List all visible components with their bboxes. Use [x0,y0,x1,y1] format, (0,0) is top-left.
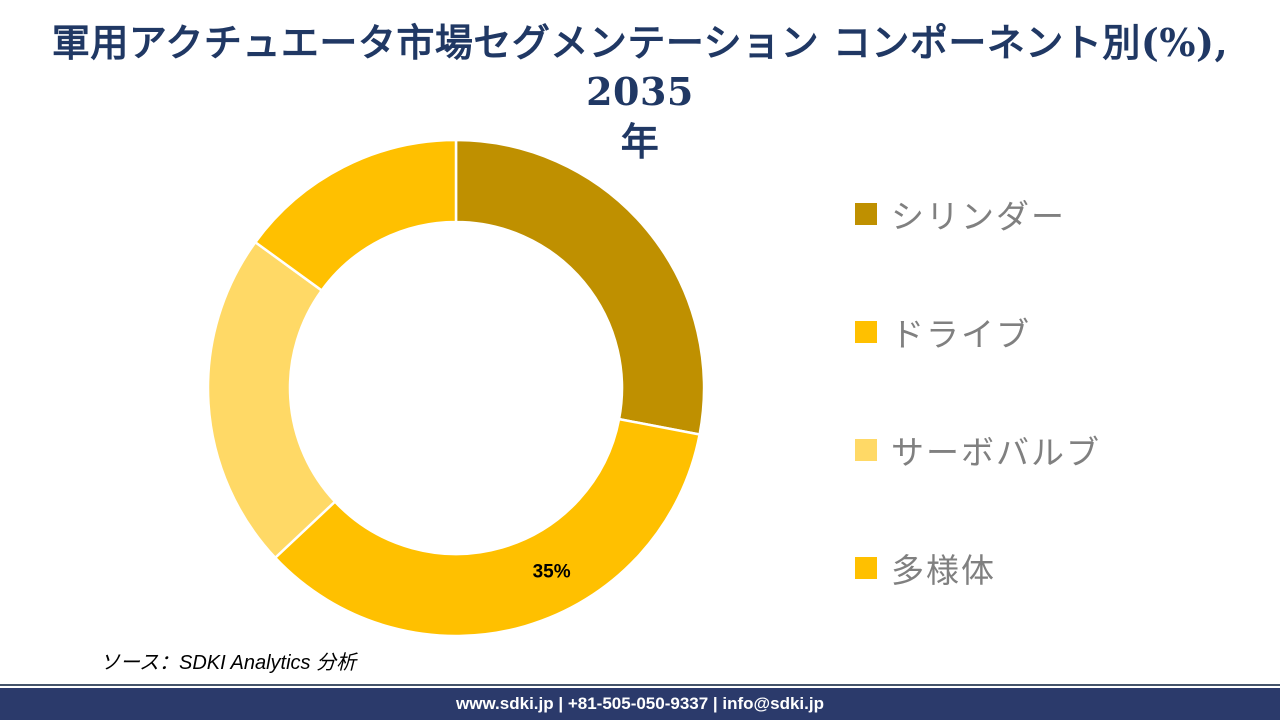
donut-slice-0 [454,138,706,436]
donut-slice-2 [206,240,337,560]
donut-slice-1 [273,417,701,638]
legend-label-cylinder: シリンダー [891,198,1066,235]
source-note: ソース：SDKI Analytics 分析 [100,652,357,674]
chart-title-line2: 年 [620,118,660,164]
footer-contact-text: www.sdki.jp | +81-505-050-9337 | info@sd… [456,694,824,713]
legend-item-drive: ドライブ [855,314,1101,353]
legend-item-servo-valve: サーボバルブ [855,432,1101,471]
legend-label-manifold: 多様体 [891,552,996,589]
chart-title-line1: 軍用アクチュエータ市場セグメンテーション コンポーネント別(%), 2035 [51,20,1229,115]
footer-bar: www.sdki.jp | +81-505-050-9337 | info@sd… [0,688,1280,720]
legend-label-drive: ドライブ [891,316,1031,353]
chart-legend: シリンダー ドライブ サーボバルブ 多様体 [855,196,1101,589]
chart-title: 軍用アクチュエータ市場セグメンテーション コンポーネント別(%), 2035 年 [0,18,1280,166]
legend-swatch-cylinder [855,203,877,225]
legend-label-servo-valve: サーボバルブ [891,434,1101,471]
legend-item-cylinder: シリンダー [855,196,1101,235]
legend-swatch-drive [855,321,877,343]
footer-divider [0,684,1280,686]
donut-slice-3 [254,138,458,292]
legend-item-manifold: 多様体 [855,550,1101,589]
legend-swatch-servo-valve [855,439,877,461]
legend-swatch-manifold [855,557,877,579]
data-label-slice-1: 35% [533,562,571,583]
